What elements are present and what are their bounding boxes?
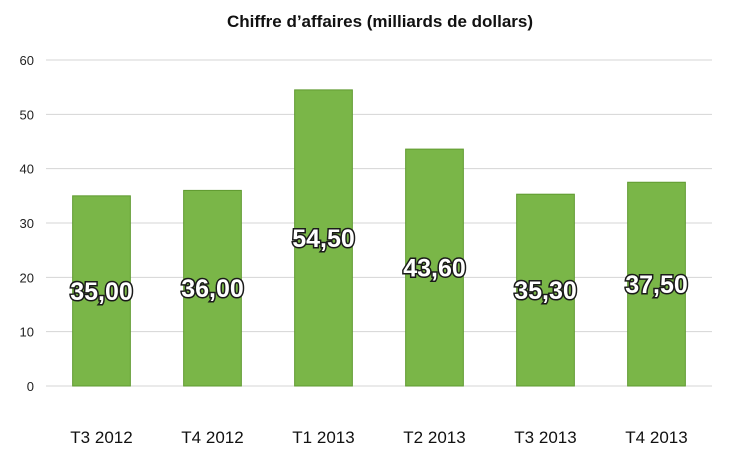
- bar: [183, 189, 242, 387]
- x-tick-label: T2 2013: [403, 428, 465, 447]
- data-label: 43,60: [403, 255, 466, 283]
- y-tick-label: 40: [20, 162, 34, 177]
- x-tick-label: T4 2012: [181, 428, 243, 447]
- x-tick-label: T3 2013: [514, 428, 576, 447]
- y-tick-label: 30: [20, 216, 34, 231]
- x-tick-label: T3 2012: [70, 428, 132, 447]
- bar: [72, 195, 131, 387]
- chart-title: Chiffre d’affaires (milliards de dollars…: [227, 12, 533, 31]
- bar: [516, 193, 575, 387]
- data-label: 35,00: [70, 278, 133, 306]
- data-label: 54,50: [292, 225, 355, 253]
- bars-layer: [72, 89, 686, 387]
- y-tick-label: 50: [20, 107, 34, 122]
- bar: [294, 89, 353, 387]
- data-label: 35,30: [514, 277, 577, 305]
- bar: [405, 148, 464, 387]
- y-tick-label: 20: [20, 270, 34, 285]
- data-label: 36,00: [181, 275, 244, 303]
- data-label: 37,50: [625, 271, 688, 299]
- y-axis: 0 10 20 30 40 50 60: [20, 53, 34, 394]
- grid-layer: [46, 59, 712, 387]
- x-axis: T3 2012 T4 2012 T1 2013 T2 2013 T3 2013 T4 20…: [70, 428, 687, 447]
- x-tick-label: T4 2013: [625, 428, 687, 447]
- bar: [627, 181, 686, 387]
- x-tick-label: T1 2013: [292, 428, 354, 447]
- y-tick-label: 0: [27, 379, 34, 394]
- data-labels-layer: 35,00 36,00 54,50 43,60 35,30 37,50: [69, 223, 690, 307]
- y-tick-label: 10: [20, 325, 34, 340]
- y-tick-label: 60: [20, 53, 34, 68]
